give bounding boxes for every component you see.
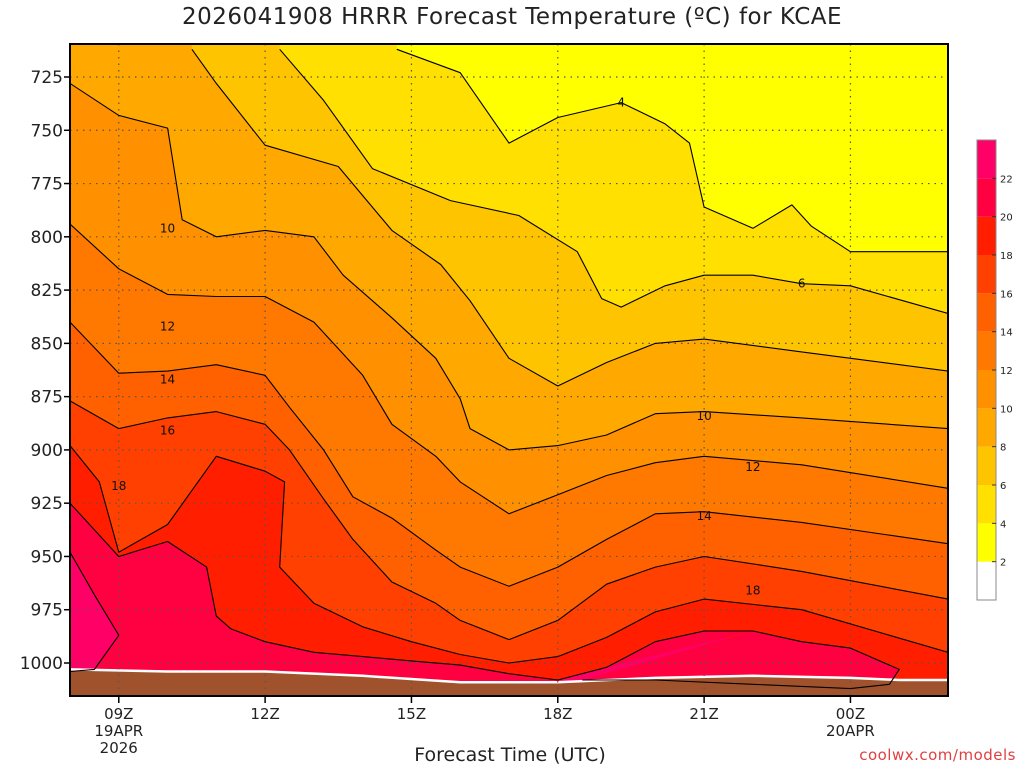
colorbar-label-20: 20 [1000,213,1013,224]
x-tick-label: 20APR [826,722,875,740]
colorbar-label-10: 10 [1000,404,1013,415]
colorbar-label-8: 8 [1000,443,1006,454]
y-tick-label-950: 950 [31,547,63,567]
colorbar-label-18: 18 [1000,251,1013,262]
x-tick-label: 15Z [397,705,426,723]
y-axis-ticks: 725 750 775 800 825 850 875 900 925 950 975 1000 [20,68,70,674]
colorbar-swatch [977,446,996,485]
colorbar-swatch [977,408,996,447]
colorbar-label-16: 16 [1000,289,1013,300]
isotherm-22 [70,551,120,673]
colorbar-label-14: 14 [1000,328,1013,339]
colorbar-label-6: 6 [1000,481,1006,492]
colorbar-swatch [977,216,996,255]
fill-band-below-4 [396,44,948,252]
isotherm-6 [279,48,948,315]
fill-band-above-20-right [582,631,900,689]
colorbar-swatch [977,485,996,524]
y-tick-label-825: 825 [31,281,63,301]
isotherm-label-16: 16 [160,424,175,438]
isotherm-label-10: 10 [160,221,175,235]
isotherm-12 [70,223,948,515]
y-tick-label-775: 775 [31,175,63,195]
colorbar-swatch [977,178,996,217]
y-tick-label-850: 850 [31,334,63,354]
y-tick-label-725: 725 [31,68,63,88]
y-tick-label-800: 800 [31,228,63,248]
isotherm-label-14: 14 [696,509,711,523]
colorbar-label-2: 2 [1000,558,1006,569]
isotherm-label-14: 14 [160,373,175,387]
isotherm-20 [70,502,900,690]
grid-lines [70,44,948,696]
x-tick-label: 00Z [836,705,865,723]
fill-band-above-22 [70,552,119,672]
y-tick-label-750: 750 [31,121,63,141]
isotherm-label-12: 12 [160,319,175,333]
chart-title: 2026041908 HRRR Forecast Temperature (ºC… [181,4,843,30]
x-tick-label: 09Z [104,705,133,723]
y-tick-label-925: 925 [31,494,63,514]
colorbar-label-12: 12 [1000,366,1013,377]
isotherm-10 [70,82,948,451]
x-tick-label: 18Z [543,705,572,723]
colorbar-swatch [977,331,996,370]
credit-watermark: coolwx.com/models [859,746,1016,764]
plot-frame [69,43,949,697]
colorbar-swatch [977,293,996,332]
isotherm-8 [191,48,948,387]
colorbar-swatch [977,140,996,179]
colorbar-label-4: 4 [1000,519,1006,530]
fill-band-above-20-left [70,503,558,696]
x-axis-label: Forecast Time (UTC) [414,744,606,766]
isotherm-label-4: 4 [617,96,625,110]
y-tick-label-875: 875 [31,388,63,408]
y-tick-label-975: 975 [31,601,63,621]
x-tick-label: 21Z [689,705,718,723]
x-tick-label: 19APR [94,722,143,740]
isotherm-label-18: 18 [745,584,760,598]
y-tick-label-1000: 1000 [20,654,63,674]
isotherm-18 [70,445,948,664]
isotherm-label-10: 10 [696,409,711,423]
isotherm-14 [70,321,948,587]
colorbar-swatch [977,561,996,600]
colorbar-swatch [977,370,996,409]
isotherm-label-12: 12 [745,460,760,474]
isotherm-16 [70,400,948,641]
x-tick-label: 12Z [250,705,279,723]
x-tick-label: 2026 [100,739,138,757]
colorbar: 2 4 6 8 10 12 14 16 18 20 22 [976,139,1013,601]
isotherm-4 [396,48,948,253]
y-tick-label-900: 900 [31,441,63,461]
temperature-fill-layer [70,44,948,696]
colorbar-swatch [977,523,996,562]
isotherm-label-18: 18 [111,479,126,493]
isotherm-lines [70,48,948,690]
isotherm-label-6: 6 [798,277,806,291]
colorbar-swatch [977,255,996,294]
colorbar-label-22: 22 [1000,174,1013,185]
isotherm-labels: 4 6 10 10 12 12 14 14 16 18 18 [111,96,805,598]
